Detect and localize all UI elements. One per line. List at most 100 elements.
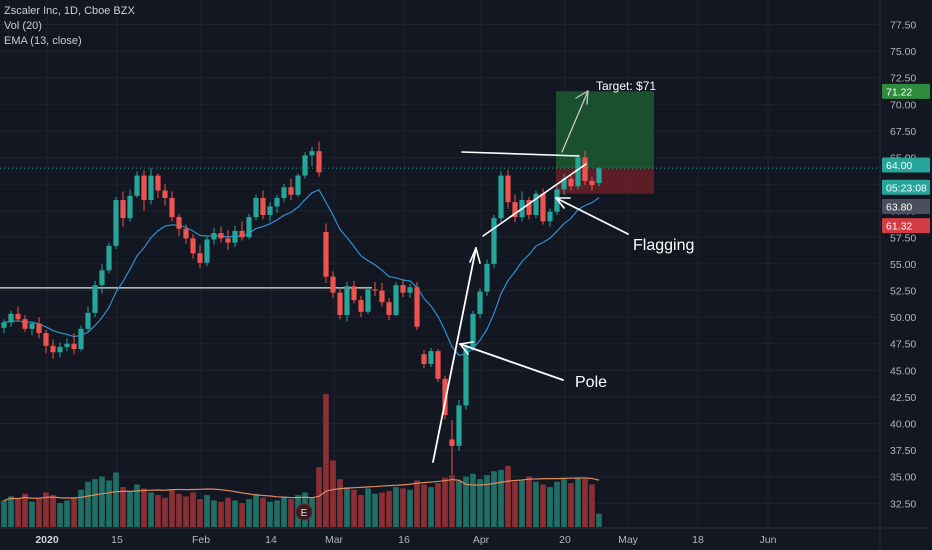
candle-body <box>407 287 413 293</box>
volume-bar <box>267 501 273 527</box>
volume-bar <box>253 493 259 527</box>
price-tag <box>882 179 930 195</box>
flag-upper-line <box>461 151 580 157</box>
volume-bar <box>141 488 147 527</box>
volume-bar <box>589 484 595 527</box>
volume-bar <box>526 476 532 527</box>
earnings-marker-label: E <box>301 508 308 519</box>
candle-body <box>505 175 511 203</box>
candle-body <box>260 197 266 215</box>
candle-body <box>589 180 595 186</box>
chart-legend: Zscaler Inc, 1D, Cboe BZX Vol (20) EMA (… <box>4 4 135 49</box>
volume-bar <box>561 479 567 527</box>
candle-body <box>575 157 581 187</box>
volume-bar <box>50 495 56 527</box>
volume-bar <box>477 479 483 527</box>
candle-body <box>141 175 147 201</box>
volume-bar <box>197 499 203 527</box>
ema-indicator[interactable]: EMA (13, close) <box>4 35 82 47</box>
pole-line <box>432 247 477 463</box>
candle-body <box>267 206 273 215</box>
volume-bar <box>155 495 161 527</box>
pattern-drawings <box>432 90 629 463</box>
candle-body <box>50 345 56 353</box>
candle-body <box>365 289 371 312</box>
candle-body <box>309 151 315 156</box>
volume-bar <box>316 467 322 527</box>
time-tick-label: 18 <box>692 534 704 546</box>
candle-body <box>127 195 133 219</box>
candlesticks <box>1 141 602 475</box>
candle-body <box>547 211 553 222</box>
flag-lower-line <box>482 163 587 237</box>
candle-body <box>162 190 168 198</box>
pole-label: Pole <box>575 374 607 391</box>
ema-polyline <box>3 189 600 356</box>
candle-body <box>36 323 42 334</box>
volume-bar <box>239 503 245 527</box>
pole-pointer-arrow <box>459 343 564 381</box>
candle-body <box>491 218 497 264</box>
volume-bar <box>505 465 511 527</box>
volume-bar <box>71 497 77 527</box>
volume-bar <box>442 477 448 527</box>
candle-body <box>400 285 406 293</box>
volume-bar <box>85 481 91 527</box>
candle-body <box>554 189 560 212</box>
pole-pointer-arrowhead <box>459 343 469 355</box>
price-tick-label: 70.00 <box>890 99 916 111</box>
volume-bar <box>400 488 406 527</box>
candle-body <box>295 175 301 195</box>
symbol-title[interactable]: Zscaler Inc, 1D, Cboe BZX <box>4 5 135 17</box>
price-tag <box>882 198 930 214</box>
volume-bar <box>15 499 21 527</box>
price-tick-label: 52.50 <box>890 286 916 298</box>
volume-bar <box>190 492 196 527</box>
candle-body <box>211 233 217 240</box>
volume-bar <box>162 497 168 527</box>
volume-bar <box>365 488 371 527</box>
price-tick-label: 77.50 <box>890 20 916 32</box>
candle-body <box>428 351 434 364</box>
candle-body <box>512 202 518 218</box>
candle-body <box>85 312 91 329</box>
volume-bar <box>491 471 497 527</box>
volume-bar <box>22 493 28 527</box>
ema-line <box>3 189 600 356</box>
time-tick-label: Feb <box>192 534 210 546</box>
volume-bar <box>127 491 133 527</box>
candle-body <box>29 323 35 329</box>
pole-pointer-arrowhead <box>459 341 474 345</box>
candle-body <box>169 197 175 218</box>
earnings-marker[interactable]: E <box>295 503 313 521</box>
time-tick-label: 20 <box>559 534 571 546</box>
candle-body <box>344 286 350 315</box>
volume-bar <box>169 489 175 527</box>
candle-body <box>176 217 182 229</box>
price-tick-label: 40.00 <box>890 419 916 431</box>
candle-body <box>64 343 70 347</box>
volume-bar <box>1 500 7 527</box>
time-tick-label: Apr <box>473 534 490 546</box>
volume-bar <box>372 493 378 527</box>
candle-body <box>71 343 77 350</box>
candle-body <box>22 319 28 329</box>
volume-bar <box>57 503 63 527</box>
volume-bar <box>260 497 266 527</box>
target-label: Target: $71 <box>596 79 656 93</box>
volume-bar <box>421 484 427 527</box>
volume-indicator[interactable]: Vol (20) <box>4 20 42 32</box>
volume-bar <box>379 492 385 527</box>
candle-body <box>351 286 357 301</box>
price-tick-label: 32.50 <box>890 498 916 510</box>
price-tag-label: 64.00 <box>886 160 912 172</box>
price-tick-label: 35.00 <box>890 472 916 484</box>
candle-body <box>148 175 154 201</box>
candle-body <box>113 200 119 246</box>
volume-bar <box>344 487 350 527</box>
candle-body <box>204 239 210 263</box>
candle-body <box>43 333 49 346</box>
candle-body <box>449 439 455 446</box>
